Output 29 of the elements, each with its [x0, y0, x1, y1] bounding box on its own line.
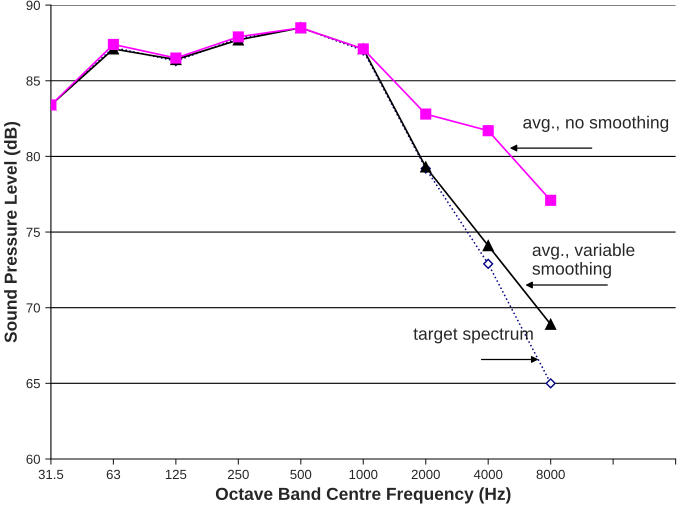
x-tick-label: 125: [166, 470, 186, 480]
y-axis-title: Sound Pressure Level (dB): [4, 122, 20, 342]
series-label: target spectrum: [414, 328, 533, 344]
point: [482, 240, 494, 252]
point: [482, 125, 494, 136]
point: [546, 378, 556, 388]
series-label: avg., variable smoothing: [532, 243, 634, 278]
point: [545, 194, 556, 206]
x-axis-title: Octave Band Centre Frequency (Hz): [216, 487, 510, 504]
x-tick-label: 31.5: [38, 470, 64, 480]
point: [420, 108, 432, 120]
x-tick-label: 4000: [474, 470, 502, 480]
y-tick-label: 85: [26, 76, 40, 86]
y-tick-label: 80: [26, 152, 40, 162]
y-tick-label: 60: [26, 454, 40, 464]
x-tick-label: 2000: [412, 470, 440, 480]
y-tick-label: 70: [26, 303, 40, 313]
x-tick-label: 63: [106, 470, 120, 480]
point: [545, 318, 556, 330]
y-tick-label: 65: [26, 378, 40, 388]
y-tick-label: 75: [26, 228, 40, 237]
y-tick-label: 90: [26, 0, 40, 10]
point: [483, 258, 494, 269]
x-tick-label: 1000: [350, 470, 378, 480]
x-tick-label: 8000: [536, 470, 565, 480]
x-tick-label: 500: [290, 470, 312, 480]
x-tick-label: 250: [228, 470, 249, 480]
series-label: avg., no smoothing: [523, 116, 668, 132]
point: [108, 38, 119, 50]
